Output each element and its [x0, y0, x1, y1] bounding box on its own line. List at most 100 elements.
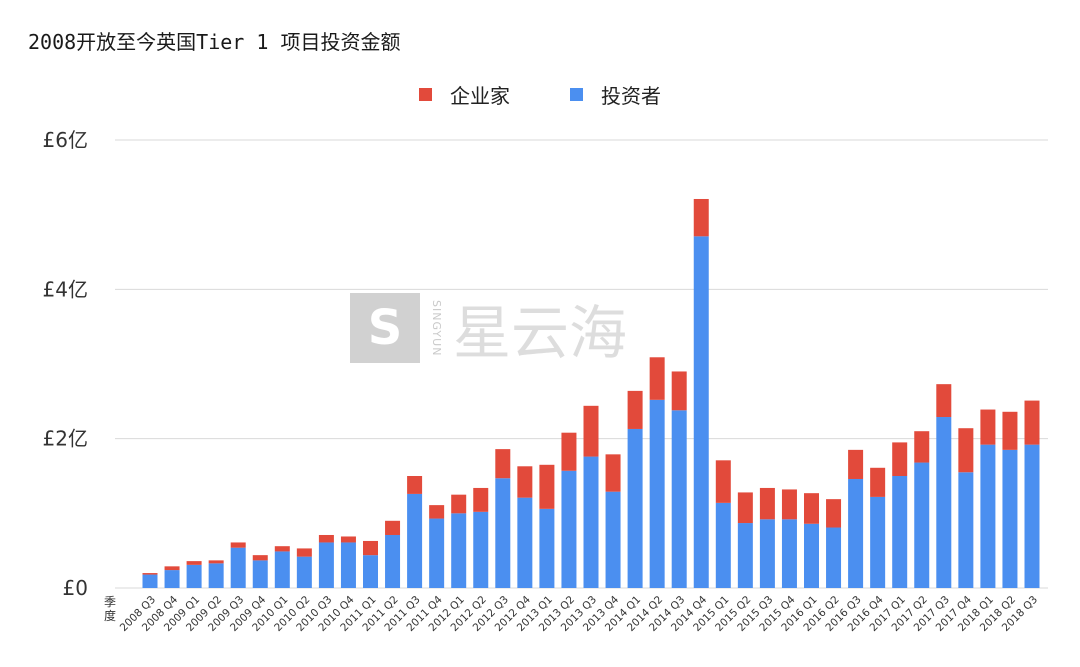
bar-entrepreneur [164, 566, 180, 571]
bar-investor [495, 478, 511, 588]
bar-investor [936, 417, 952, 588]
bar-investor [759, 519, 775, 588]
bar-entrepreneur [429, 505, 445, 519]
bar-entrepreneur [737, 492, 753, 524]
bar-investor [715, 502, 731, 588]
bar-investor [318, 542, 334, 588]
bar-investor [142, 574, 158, 588]
bar-entrepreneur [892, 442, 908, 476]
bar-entrepreneur [517, 466, 533, 498]
bar-investor [804, 523, 819, 588]
bar-entrepreneur [385, 520, 401, 535]
bar-investor [583, 456, 599, 588]
bar-entrepreneur [451, 494, 467, 514]
bar-entrepreneur [274, 546, 290, 552]
bar-entrepreneur [671, 371, 687, 411]
bar-entrepreneur [649, 357, 665, 400]
bar-entrepreneur [848, 449, 864, 479]
bar-entrepreneur [583, 405, 599, 457]
bar-entrepreneur [715, 460, 731, 503]
x-axis-label: 度 [104, 608, 116, 623]
bar-investor [649, 399, 665, 588]
bar-investor [451, 513, 467, 588]
bar-investor [473, 511, 489, 588]
bar-entrepreneur [759, 487, 775, 520]
x-axis-label: 季 [104, 595, 116, 609]
y-tick-label: £0 [63, 576, 88, 600]
bar-entrepreneur [340, 536, 356, 543]
bar-entrepreneur [870, 467, 886, 497]
bar-entrepreneur [605, 454, 621, 492]
bar-investor [671, 410, 687, 588]
bar-investor [296, 556, 312, 588]
bar-entrepreneur [539, 464, 555, 509]
bar-investor [848, 478, 864, 588]
bar-investor [737, 523, 753, 588]
bar-entrepreneur [473, 487, 489, 512]
bar-entrepreneur [980, 409, 996, 445]
bar-investor [870, 496, 886, 588]
legend-label-entrepreneur: 企业家 [450, 84, 510, 108]
legend-swatch-investor [570, 88, 583, 101]
legend-label-investor: 投资者 [601, 84, 661, 108]
bar-entrepreneur [318, 534, 334, 543]
legend-swatch-entrepreneur [419, 88, 432, 101]
chart-legend: 企业家 投资者 [0, 80, 1080, 109]
bar-investor [539, 508, 555, 588]
bar-entrepreneur [781, 489, 797, 520]
watermark-english-text: SINGYUN [430, 299, 443, 357]
bar-entrepreneur [142, 573, 158, 575]
bar-entrepreneur [1024, 400, 1040, 445]
bar-investor [385, 534, 401, 588]
bar-investor [781, 519, 797, 588]
bar-investor [164, 570, 180, 588]
bar-investor [627, 428, 643, 588]
bar-investor [252, 560, 268, 588]
legend-item-investor: 投资者 [570, 80, 661, 109]
bar-investor [826, 527, 842, 588]
bar-entrepreneur [693, 198, 709, 237]
bar-entrepreneur [914, 431, 930, 463]
bar-entrepreneur [296, 548, 312, 557]
chart-title: 2008开放至今英国Tier 1 项目投资金额 [28, 30, 401, 54]
bar-investor [208, 563, 224, 588]
bar-investor [892, 476, 908, 588]
bar-investor [1024, 444, 1040, 588]
legend-item-entrepreneur: 企业家 [419, 80, 510, 109]
bar-entrepreneur [1002, 411, 1018, 450]
bar-entrepreneur [363, 540, 378, 556]
bar-entrepreneur [561, 432, 577, 471]
bar-entrepreneur [826, 499, 842, 528]
watermark-chinese-text: 星云海 [453, 299, 628, 367]
watermark-logo: S [350, 293, 420, 363]
bar-investor [517, 497, 533, 588]
bar-investor [186, 564, 202, 588]
bar-investor [407, 493, 423, 588]
y-tick-label: £6亿 [43, 128, 88, 152]
bar-investor [230, 547, 246, 588]
bar-investor [274, 551, 290, 588]
bar-investor [363, 555, 378, 588]
bar-investor [1002, 449, 1018, 588]
bar-investor [693, 236, 709, 588]
bar-entrepreneur [804, 493, 819, 524]
bar-entrepreneur [230, 542, 246, 548]
bar-investor [980, 444, 996, 588]
y-tick-label: £4亿 [43, 277, 88, 301]
bar-entrepreneur [208, 560, 224, 564]
bar-investor [340, 542, 356, 588]
bar-investor [958, 472, 974, 588]
bar-investor [561, 470, 577, 588]
y-tick-label: £2亿 [43, 427, 88, 451]
watermark: S SINGYUN 星云海 [350, 290, 680, 367]
bar-entrepreneur [186, 561, 202, 565]
bar-entrepreneur [936, 384, 952, 418]
bar-investor [605, 491, 621, 588]
bar-entrepreneur [252, 555, 268, 561]
bar-entrepreneur [958, 428, 974, 473]
bar-investor [429, 518, 445, 588]
bar-entrepreneur [407, 476, 423, 494]
bar-entrepreneur [627, 390, 643, 429]
bar-investor [914, 462, 930, 588]
